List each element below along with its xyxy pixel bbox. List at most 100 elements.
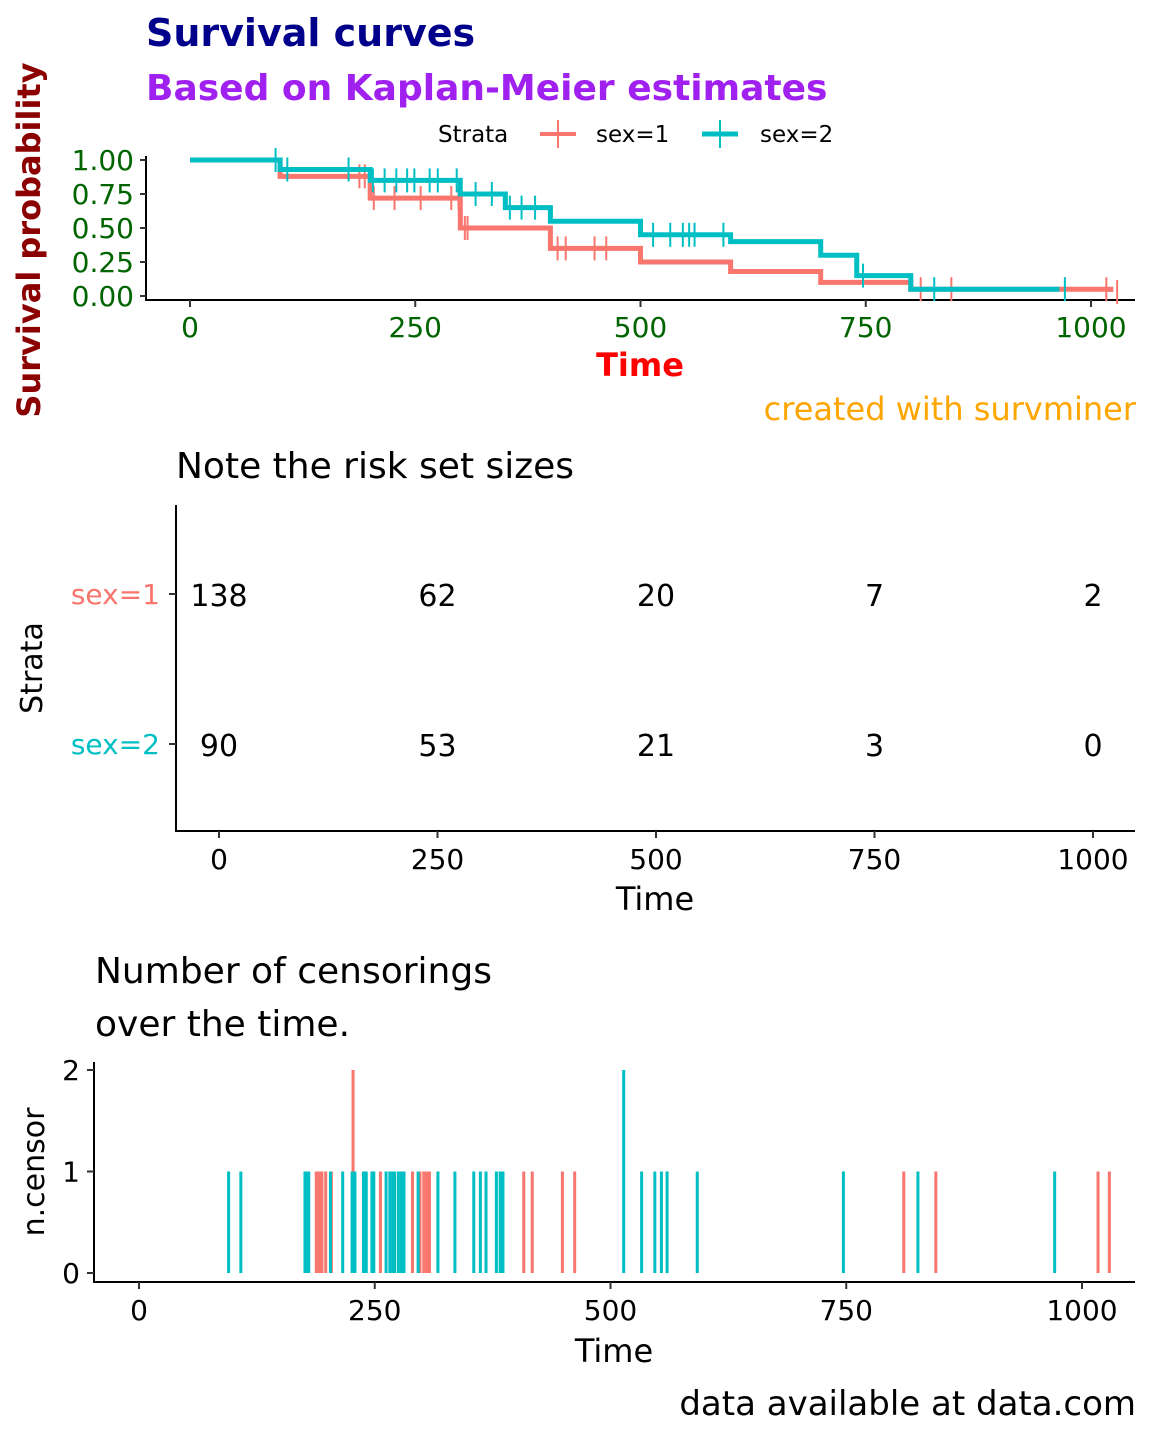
censor-bar xyxy=(695,1171,699,1273)
censor-bar xyxy=(640,1171,644,1273)
censor-bar xyxy=(305,1171,309,1273)
censor-bar xyxy=(665,1171,669,1273)
y-axis-label: Survival probability xyxy=(10,62,48,417)
censor-bar xyxy=(422,1171,426,1273)
censor-bar xyxy=(494,1171,498,1273)
censor-bar xyxy=(350,1171,354,1273)
x-tick-label: 0 xyxy=(210,843,228,876)
censor-title-line2: over the time. xyxy=(95,1004,350,1045)
legend-title: Strata xyxy=(438,122,508,148)
x-tick-label: 500 xyxy=(629,843,682,876)
legend-key-sex2 xyxy=(702,120,738,148)
censor-bar xyxy=(1107,1171,1111,1273)
censor-bar xyxy=(353,1171,357,1273)
plot-subtitle: Based on Kaplan-Meier estimates xyxy=(146,68,827,109)
x-tick-label: 250 xyxy=(411,843,464,876)
plot-title: Survival curves xyxy=(146,11,475,55)
x-tick-label: 0 xyxy=(130,1294,148,1327)
x-tick-label: 750 xyxy=(848,843,901,876)
censor-bar xyxy=(341,1171,345,1273)
y-tick-label: 0.00 xyxy=(72,280,134,313)
censor-bar xyxy=(653,1171,657,1273)
censor-bar xyxy=(425,1171,429,1273)
y-tick-label: 2 xyxy=(62,1054,80,1087)
censor-bar xyxy=(530,1171,534,1273)
censor-bar xyxy=(303,1171,307,1273)
x-axis-label: Time xyxy=(596,346,684,384)
risk-count: 138 xyxy=(190,579,247,614)
censor-bar xyxy=(416,1171,420,1273)
censor-bar xyxy=(498,1171,502,1273)
censor-bar xyxy=(391,1171,395,1273)
risk-count: 0 xyxy=(1083,729,1102,764)
censor-bar xyxy=(370,1171,374,1273)
risk-count: 90 xyxy=(200,729,238,764)
censor-y-label: n.censor xyxy=(17,1107,52,1236)
censor-bar xyxy=(841,1171,845,1273)
x-tick-label: 750 xyxy=(820,1294,873,1327)
x-tick-label: 250 xyxy=(389,311,442,344)
censor-bar xyxy=(393,1171,397,1273)
risk-count: 21 xyxy=(637,729,675,764)
survival-plot: 0 250 500 750 1000 0.000.250.500.751.00 xyxy=(72,144,1135,344)
censor-bar xyxy=(364,1171,368,1273)
strata-label: sex=2 xyxy=(71,728,160,761)
censor-bar xyxy=(1053,1171,1057,1273)
censor-bar xyxy=(436,1171,440,1273)
censor-bar xyxy=(902,1171,906,1273)
legend-label-sex1: sex=1 xyxy=(596,122,669,148)
risk-table-title: Note the risk set sizes xyxy=(176,446,574,487)
x-tick-label: 500 xyxy=(614,311,667,344)
censor-bar xyxy=(560,1171,564,1273)
risk-table: 0 250 500 750 1000 sex=1 138 62 20 7 2 sex=2 90 53 21 3… xyxy=(71,505,1135,876)
x-tick-label: 1000 xyxy=(1055,311,1126,344)
censor-bar xyxy=(399,1171,403,1273)
strata-label: sex=1 xyxy=(71,578,160,611)
censor-bar xyxy=(372,1171,376,1273)
censor-bar xyxy=(659,1171,663,1273)
risk-count: 62 xyxy=(418,579,456,614)
caption: created with survminer xyxy=(764,390,1137,428)
censor-bar xyxy=(622,1070,626,1273)
y-tick-label: 0.25 xyxy=(72,246,134,279)
censor-bar xyxy=(314,1171,318,1273)
y-tick-label: 0.50 xyxy=(72,212,134,245)
censor-bar xyxy=(384,1171,388,1273)
censor-bar xyxy=(478,1171,482,1273)
survival-curve-sex=1 xyxy=(190,157,1114,292)
censor-caption: data available at data.com xyxy=(679,1384,1136,1424)
y-tick-label: 1 xyxy=(62,1156,80,1189)
x-tick-label: 500 xyxy=(584,1294,637,1327)
censor-bar xyxy=(324,1171,328,1273)
x-tick-label: 750 xyxy=(839,311,892,344)
censor-bar xyxy=(328,1171,332,1273)
censor-plot: 0 250 500 750 1000 0 1 2 xyxy=(62,1054,1135,1327)
censor-bar xyxy=(916,1171,920,1273)
x-tick-label: 1000 xyxy=(1046,1294,1117,1327)
legend-key-sex1 xyxy=(540,120,576,148)
censor-bar xyxy=(239,1171,243,1273)
risk-count: 2 xyxy=(1083,579,1102,614)
censor-bar xyxy=(501,1171,505,1273)
censor-bar xyxy=(361,1171,365,1273)
risk-count: 7 xyxy=(865,579,884,614)
risk-count: 53 xyxy=(418,729,456,764)
censor-bar xyxy=(388,1171,392,1273)
censor-bar xyxy=(317,1171,321,1273)
censor-bar xyxy=(307,1171,311,1273)
censor-bar xyxy=(453,1171,457,1273)
censor-bar xyxy=(396,1171,400,1273)
legend-label-sex2: sex=2 xyxy=(760,122,833,148)
survival-curve-sex=2 xyxy=(190,157,1060,292)
x-tick-label: 0 xyxy=(181,311,199,344)
risk-count: 3 xyxy=(865,729,884,764)
censor-bar xyxy=(427,1171,431,1273)
risk-y-label: Strata xyxy=(15,622,50,714)
censor-bar xyxy=(522,1171,526,1273)
x-tick-label: 1000 xyxy=(1057,843,1128,876)
y-tick-label: 0 xyxy=(62,1257,80,1290)
y-tick-label: 1.00 xyxy=(72,144,134,177)
censor-bar xyxy=(472,1171,476,1273)
censor-title-line1: Number of censorings xyxy=(95,951,492,992)
